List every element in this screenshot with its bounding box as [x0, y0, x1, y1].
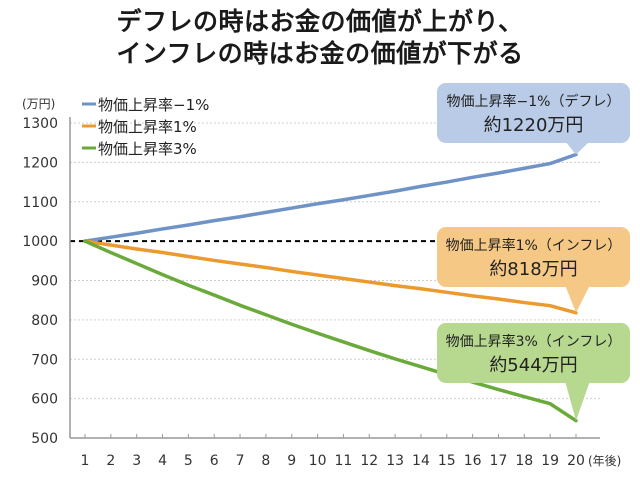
x-tick-label: 1: [81, 453, 90, 469]
x-tick-label: 8: [261, 453, 270, 469]
callout-1: 物価上昇率1%（インフレ） 約818万円: [437, 227, 630, 313]
x-tick-label: 16: [464, 453, 482, 469]
chart-title-line-1: デフレの時はお金の価値が上がり、: [116, 7, 524, 36]
series-line-0: [83, 152, 578, 243]
legend: 物価上昇率−1% 物価上昇率1% 物価上昇率3%: [82, 96, 209, 158]
x-tick-label: 5: [184, 453, 193, 469]
legend-item-1: 物価上昇率1%: [82, 118, 197, 136]
callout-title: 物価上昇率−1%（デフレ）: [447, 93, 621, 110]
x-axis-unit-label: (年後): [588, 454, 621, 468]
chart-title: デフレの時はお金の価値が上がり、 インフレの時はお金の価値が下がる: [0, 6, 640, 70]
x-tick-label: 3: [132, 453, 141, 469]
y-tick-label: 1200: [22, 155, 58, 171]
series-line-2: [83, 239, 578, 423]
series-lines: [83, 152, 578, 423]
callouts: 物価上昇率−1%（デフレ）約1220万円物価上昇率1%（インフレ）約818万円物…: [437, 83, 630, 421]
callout-0: 物価上昇率−1%（デフレ） 約1220万円: [437, 83, 630, 155]
legend-item-2: 物価上昇率3%: [82, 140, 197, 158]
axes: [69, 117, 600, 439]
callout-pointer: [565, 141, 590, 155]
legend-label: 物価上昇率−1%: [98, 96, 209, 114]
callout-title: 物価上昇率1%（インフレ）: [446, 237, 622, 254]
x-axis-ticks: 1 2 3 4 5 6 7 8 9 10 11 12 13 14 15 16 17 18 19 20: [81, 434, 585, 469]
legend-item-0: 物価上昇率−1%: [82, 96, 209, 114]
x-tick-label: 7: [236, 453, 245, 469]
y-tick-label: 1100: [22, 195, 58, 211]
series-line-1: [83, 239, 578, 315]
callout-value: 約544万円: [489, 355, 577, 376]
legend-label: 物価上昇率3%: [98, 140, 197, 158]
x-tick-label: 18: [515, 453, 533, 469]
x-tick-label: 19: [541, 453, 559, 469]
y-axis-ticks: 500 600 700 800 900 1000 1100 1200 1300: [22, 116, 58, 447]
x-tick-label: 6: [210, 453, 219, 469]
x-tick-label: 17: [490, 453, 508, 469]
x-tick-label: 14: [412, 453, 430, 469]
callout-pointer: [565, 285, 590, 313]
callout-value: 約1220万円: [484, 115, 584, 136]
callout-2: 物価上昇率3%（インフレ） 約544万円: [437, 323, 630, 421]
callout-pointer: [565, 381, 590, 421]
callout-box: [437, 83, 630, 143]
y-axis-unit-label: (万円): [22, 97, 55, 111]
callout-box: [437, 323, 630, 383]
y-tick-label: 1000: [22, 234, 58, 250]
x-tick-label: 4: [158, 453, 167, 469]
x-tick-label: 10: [309, 453, 327, 469]
chart-title-line-2: インフレの時はお金の価値が下がる: [116, 39, 524, 68]
callout-value: 約818万円: [489, 259, 577, 280]
callout-title: 物価上昇率3%（インフレ）: [446, 333, 622, 350]
y-tick-label: 900: [31, 274, 58, 290]
y-tick-label: 700: [31, 352, 58, 368]
y-tick-label: 800: [31, 313, 58, 329]
x-tick-label: 20: [567, 453, 585, 469]
legend-label: 物価上昇率1%: [98, 118, 197, 136]
y-tick-label: 600: [31, 392, 58, 408]
x-tick-label: 12: [360, 453, 378, 469]
x-tick-label: 15: [438, 453, 456, 469]
x-tick-label: 2: [106, 453, 115, 469]
x-tick-label: 13: [386, 453, 404, 469]
x-tick-label: 9: [287, 453, 296, 469]
y-tick-label: 500: [31, 431, 58, 447]
callout-box: [437, 227, 630, 287]
x-tick-label: 11: [335, 453, 353, 469]
y-tick-label: 1300: [22, 116, 58, 132]
